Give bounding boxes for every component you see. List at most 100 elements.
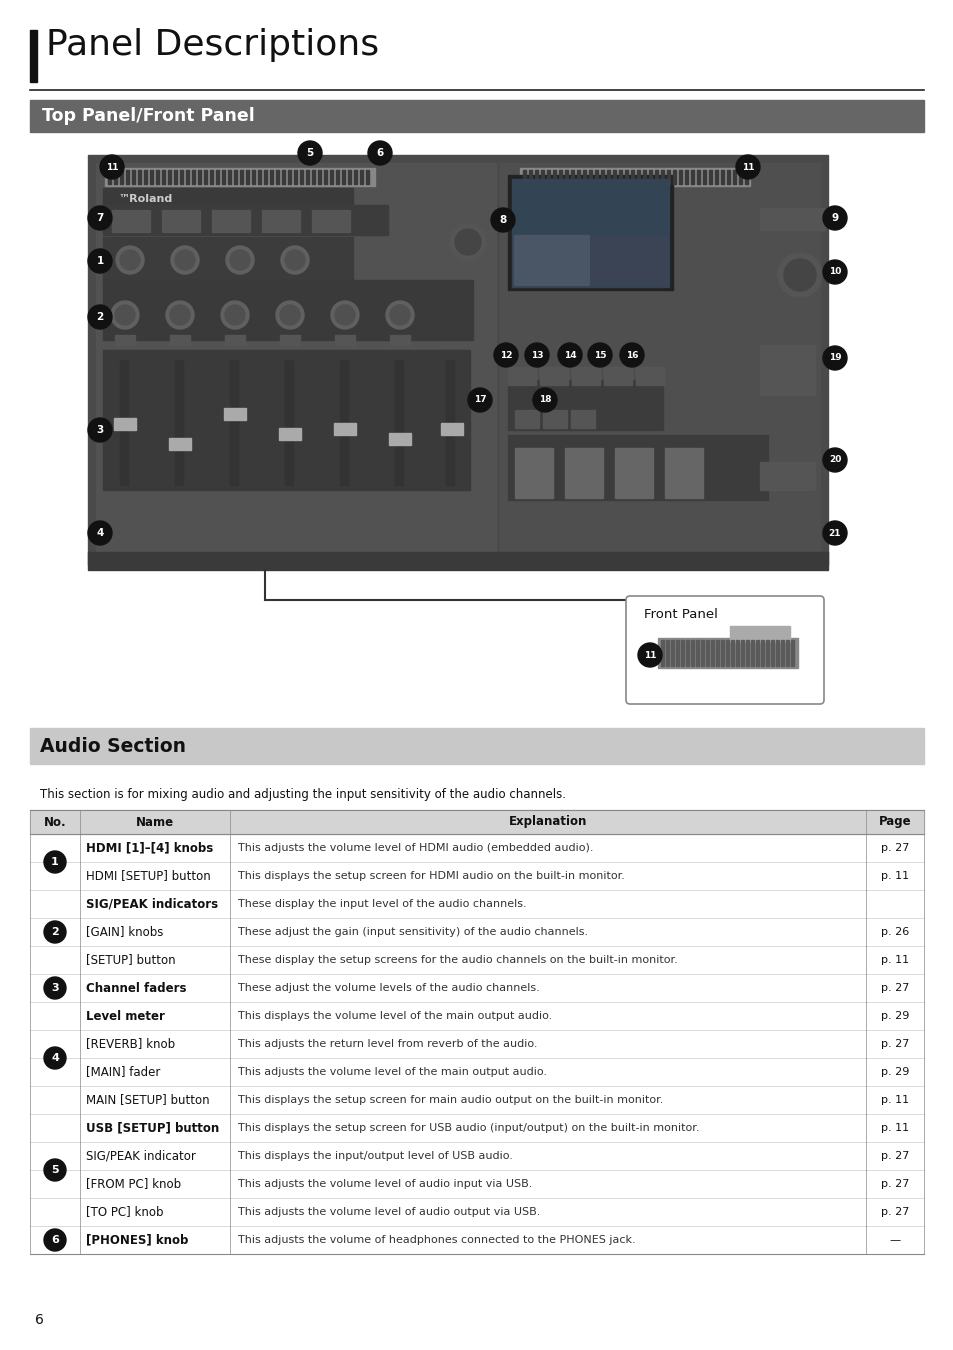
Circle shape <box>822 346 846 370</box>
Circle shape <box>120 250 140 270</box>
Bar <box>334 423 355 435</box>
Bar <box>705 640 708 666</box>
Circle shape <box>587 343 612 367</box>
Text: 5: 5 <box>306 148 314 158</box>
Circle shape <box>44 850 66 873</box>
Text: 21: 21 <box>828 528 841 537</box>
Text: p. 27: p. 27 <box>880 1207 908 1216</box>
Bar <box>740 640 743 666</box>
Text: [TO PC] knob: [TO PC] knob <box>86 1206 163 1219</box>
Bar <box>222 170 225 184</box>
Bar <box>535 170 537 184</box>
Bar <box>240 170 243 184</box>
Circle shape <box>88 248 112 273</box>
Text: SIG/PEAK indicator: SIG/PEAK indicator <box>86 1149 195 1162</box>
Bar <box>390 335 410 346</box>
Bar <box>228 170 231 184</box>
Circle shape <box>368 140 392 165</box>
Bar <box>642 170 645 184</box>
Bar <box>280 335 299 346</box>
Circle shape <box>524 343 548 367</box>
Bar <box>156 170 159 184</box>
Text: This adjusts the volume of headphones connected to the PHONES jack.: This adjusts the volume of headphones co… <box>237 1235 635 1245</box>
Circle shape <box>491 208 515 232</box>
Bar <box>637 170 639 184</box>
Circle shape <box>88 521 112 545</box>
Bar <box>582 170 585 184</box>
Text: 5: 5 <box>51 1165 59 1174</box>
Bar <box>88 552 827 570</box>
Bar <box>522 170 525 184</box>
Bar <box>613 170 616 184</box>
Circle shape <box>822 261 846 284</box>
Bar <box>230 360 237 485</box>
Bar <box>684 170 687 184</box>
Circle shape <box>226 246 253 274</box>
Text: p. 27: p. 27 <box>880 983 908 994</box>
Text: This adjusts the volume level of HDMI audio (embedded audio).: This adjusts the volume level of HDMI au… <box>237 842 593 853</box>
Bar <box>126 170 129 184</box>
Text: These display the input level of the audio channels.: These display the input level of the aud… <box>237 899 526 909</box>
Circle shape <box>275 301 304 329</box>
Bar <box>553 170 556 184</box>
Bar <box>395 360 402 485</box>
Text: 11: 11 <box>741 162 754 171</box>
Bar <box>539 367 567 385</box>
Text: 11: 11 <box>106 162 118 171</box>
Bar <box>745 640 748 666</box>
Bar <box>760 346 814 396</box>
Bar <box>257 170 261 184</box>
Bar <box>170 335 190 346</box>
Bar <box>233 170 236 184</box>
Circle shape <box>281 246 309 274</box>
Bar <box>725 640 728 666</box>
Bar <box>606 170 609 184</box>
Bar <box>572 367 599 385</box>
Text: 13: 13 <box>530 351 542 359</box>
Bar <box>726 170 729 184</box>
Bar <box>354 170 356 184</box>
Circle shape <box>331 301 358 329</box>
Circle shape <box>468 387 492 412</box>
Text: 9: 9 <box>831 213 838 223</box>
Text: 6: 6 <box>35 1314 44 1327</box>
Bar <box>540 170 543 184</box>
Circle shape <box>735 155 760 180</box>
Bar <box>335 170 338 184</box>
Bar <box>600 170 603 184</box>
Bar <box>670 640 673 666</box>
Bar <box>103 350 462 490</box>
Bar <box>324 170 327 184</box>
Text: These adjust the gain (input sensitivity) of the audio channels.: These adjust the gain (input sensitivity… <box>237 927 587 937</box>
Bar <box>162 211 200 232</box>
Circle shape <box>88 418 112 441</box>
Bar <box>198 170 201 184</box>
Bar <box>630 170 634 184</box>
Bar <box>658 639 797 668</box>
Bar <box>103 188 353 211</box>
Text: 17: 17 <box>474 396 486 405</box>
Text: 18: 18 <box>538 396 551 405</box>
Bar <box>113 418 136 431</box>
Circle shape <box>111 301 139 329</box>
Bar <box>702 170 705 184</box>
Bar <box>282 170 285 184</box>
Bar <box>618 170 621 184</box>
Bar <box>700 640 703 666</box>
Bar <box>685 640 688 666</box>
Circle shape <box>285 250 305 270</box>
Text: HDMI [1]–[4] knobs: HDMI [1]–[4] knobs <box>86 841 213 855</box>
Text: p. 27: p. 27 <box>880 1179 908 1189</box>
Bar <box>515 448 553 498</box>
Text: p. 11: p. 11 <box>880 1123 908 1133</box>
Bar <box>542 410 566 428</box>
Circle shape <box>100 155 124 180</box>
Text: p. 27: p. 27 <box>880 1152 908 1161</box>
Circle shape <box>533 387 557 412</box>
Text: 2: 2 <box>96 312 104 323</box>
Circle shape <box>335 305 355 325</box>
Bar <box>138 170 141 184</box>
Bar <box>514 235 588 285</box>
Circle shape <box>822 448 846 472</box>
Circle shape <box>822 207 846 230</box>
